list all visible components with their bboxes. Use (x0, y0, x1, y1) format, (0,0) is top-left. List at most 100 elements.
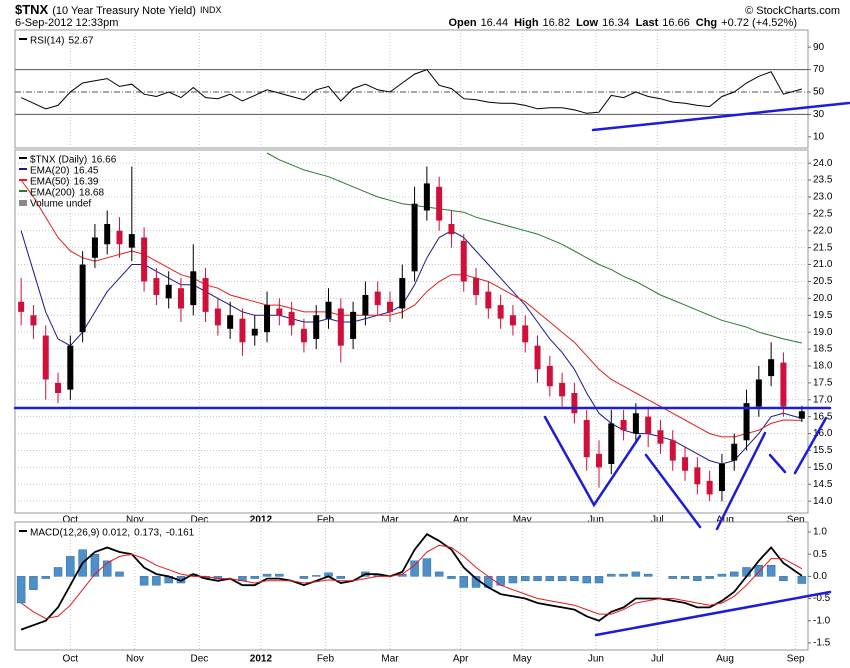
candle-body (116, 230, 123, 245)
candle-body (165, 284, 172, 299)
y-tick-label: 17.0 (813, 394, 833, 405)
panel-frame (14, 149, 809, 514)
candle-body (30, 315, 37, 326)
candle-body (227, 315, 234, 329)
y-tick-label: 24.0 (813, 158, 833, 169)
legend-label: EMA(200) (30, 188, 75, 199)
series-line (20, 69, 803, 114)
x-tick-label: Oct (63, 654, 79, 665)
candle-body (657, 430, 664, 444)
histogram-bar (139, 576, 149, 586)
legend-label: Volume undef (30, 199, 91, 210)
candle-body (448, 223, 455, 235)
histogram-bar (508, 576, 518, 584)
y-tick-label: 17.5 (813, 377, 833, 388)
x-tick-label: Feb (317, 515, 335, 526)
histogram-bar (422, 558, 432, 577)
x-tick-label: Mar (381, 654, 399, 665)
histogram-bar (607, 573, 616, 577)
histogram-bar (754, 565, 764, 577)
series-line (20, 544, 803, 620)
histogram-bar (299, 576, 309, 579)
y-tick-label: 10 (813, 131, 825, 142)
y-tick-label: 16.5 (813, 411, 833, 422)
x-tick-label: Oct (63, 515, 79, 526)
quote-value: +0.72 (+4.52%) (721, 17, 797, 29)
legend-label: EMA(50) (30, 177, 69, 188)
histogram-bar (459, 576, 469, 588)
candle-body (362, 294, 369, 316)
x-tick-label: Dec (191, 515, 209, 526)
candle-body (743, 403, 750, 441)
histogram-bar (717, 573, 727, 577)
quote-value: 16.66 (662, 17, 690, 29)
trend-line (591, 101, 850, 132)
x-tick-label: May (513, 515, 532, 526)
candle-body (411, 203, 418, 272)
histogram-bar (520, 576, 530, 582)
series-line (20, 179, 802, 438)
y-tick-label: 14.0 (813, 496, 833, 507)
legend-swatch (19, 157, 27, 159)
x-tick-label: Jun (588, 654, 604, 665)
histogram-bar (582, 576, 591, 584)
candle-body (682, 457, 689, 471)
legend-value: 16.66 (91, 155, 116, 166)
histogram-bar (797, 576, 807, 584)
candle-body (91, 237, 98, 258)
histogram-bar (570, 576, 579, 582)
histogram-bar (29, 576, 38, 590)
candle-body (153, 278, 160, 295)
candle-body (768, 359, 775, 377)
y-tick-label: 21.0 (813, 259, 833, 270)
quote-value: 16.44 (481, 17, 509, 29)
candle-body (55, 382, 62, 393)
candle-body (694, 467, 701, 485)
histogram-bar (631, 571, 641, 577)
trend-line (594, 590, 832, 637)
histogram-bar (115, 571, 124, 577)
header-title: $TNX (10 Year Treasury Note Yield) INDX (15, 2, 221, 17)
candle-body (42, 335, 49, 380)
y-tick-label: 18.0 (813, 361, 833, 372)
x-tick-label: Mar (381, 515, 399, 526)
series-line (20, 230, 803, 465)
histogram-bar (668, 576, 678, 579)
histogram-bar (90, 553, 100, 577)
legend-swatch (19, 200, 27, 206)
y-tick-label: 21.5 (813, 242, 833, 253)
candle-body (214, 308, 221, 326)
histogram-bar (447, 576, 456, 579)
pattern-line (644, 453, 702, 529)
candle-body (509, 315, 516, 326)
y-tick-label: 0.5 (813, 549, 827, 560)
histogram-bar (496, 576, 505, 586)
x-tick-label: Nov (126, 515, 144, 526)
candle-body (583, 420, 590, 458)
panel-frame (14, 521, 809, 651)
histogram-bar (53, 567, 63, 577)
legend-label: 0.173, (134, 528, 162, 539)
x-tick-label: Nov (126, 654, 144, 665)
quote-value: 16.82 (543, 17, 571, 29)
candle-body (337, 308, 344, 346)
candle-body (497, 305, 504, 319)
panels: 90 70 50 30 10 RSI(14) 52.67 Oct Nov Dec 2012 Feb Ma… (14, 29, 833, 665)
x-tick-label: Jul (651, 515, 664, 526)
timestamp: 6-Sep-2012 12:33pm (15, 17, 118, 29)
x-tick-label: Jul (651, 654, 664, 665)
candle-body (276, 308, 283, 316)
pattern-line (768, 453, 787, 474)
y-tick-label: 18.5 (813, 344, 833, 355)
candle-body (386, 301, 393, 312)
y-tick-label: 19.5 (813, 310, 833, 321)
candle-body (669, 440, 676, 461)
candle-body (79, 264, 86, 333)
legend-swatch (19, 530, 27, 532)
x-tick-label: Apr (453, 654, 469, 665)
quote-label: Open (448, 17, 476, 29)
candle-body (264, 305, 271, 333)
candle-body (780, 362, 787, 407)
histogram-bar (66, 556, 75, 577)
pattern-line (793, 416, 828, 475)
